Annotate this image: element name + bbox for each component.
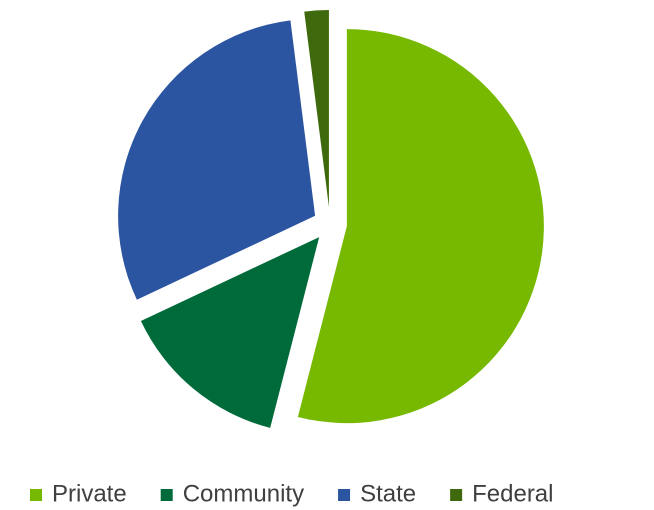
legend-swatch: [338, 489, 351, 501]
pie-slice: [297, 29, 544, 424]
legend-label: State: [360, 480, 416, 507]
pie-slice: [118, 20, 316, 300]
legend-label: Federal: [472, 480, 553, 507]
pie-slice: [304, 10, 329, 208]
pie-slice: [140, 237, 320, 428]
legend-swatch: [30, 489, 42, 501]
legend-swatch: [450, 489, 463, 501]
legend-swatch: [160, 489, 173, 501]
legend-label: Private: [52, 480, 127, 507]
legend-label: Community: [183, 480, 304, 507]
